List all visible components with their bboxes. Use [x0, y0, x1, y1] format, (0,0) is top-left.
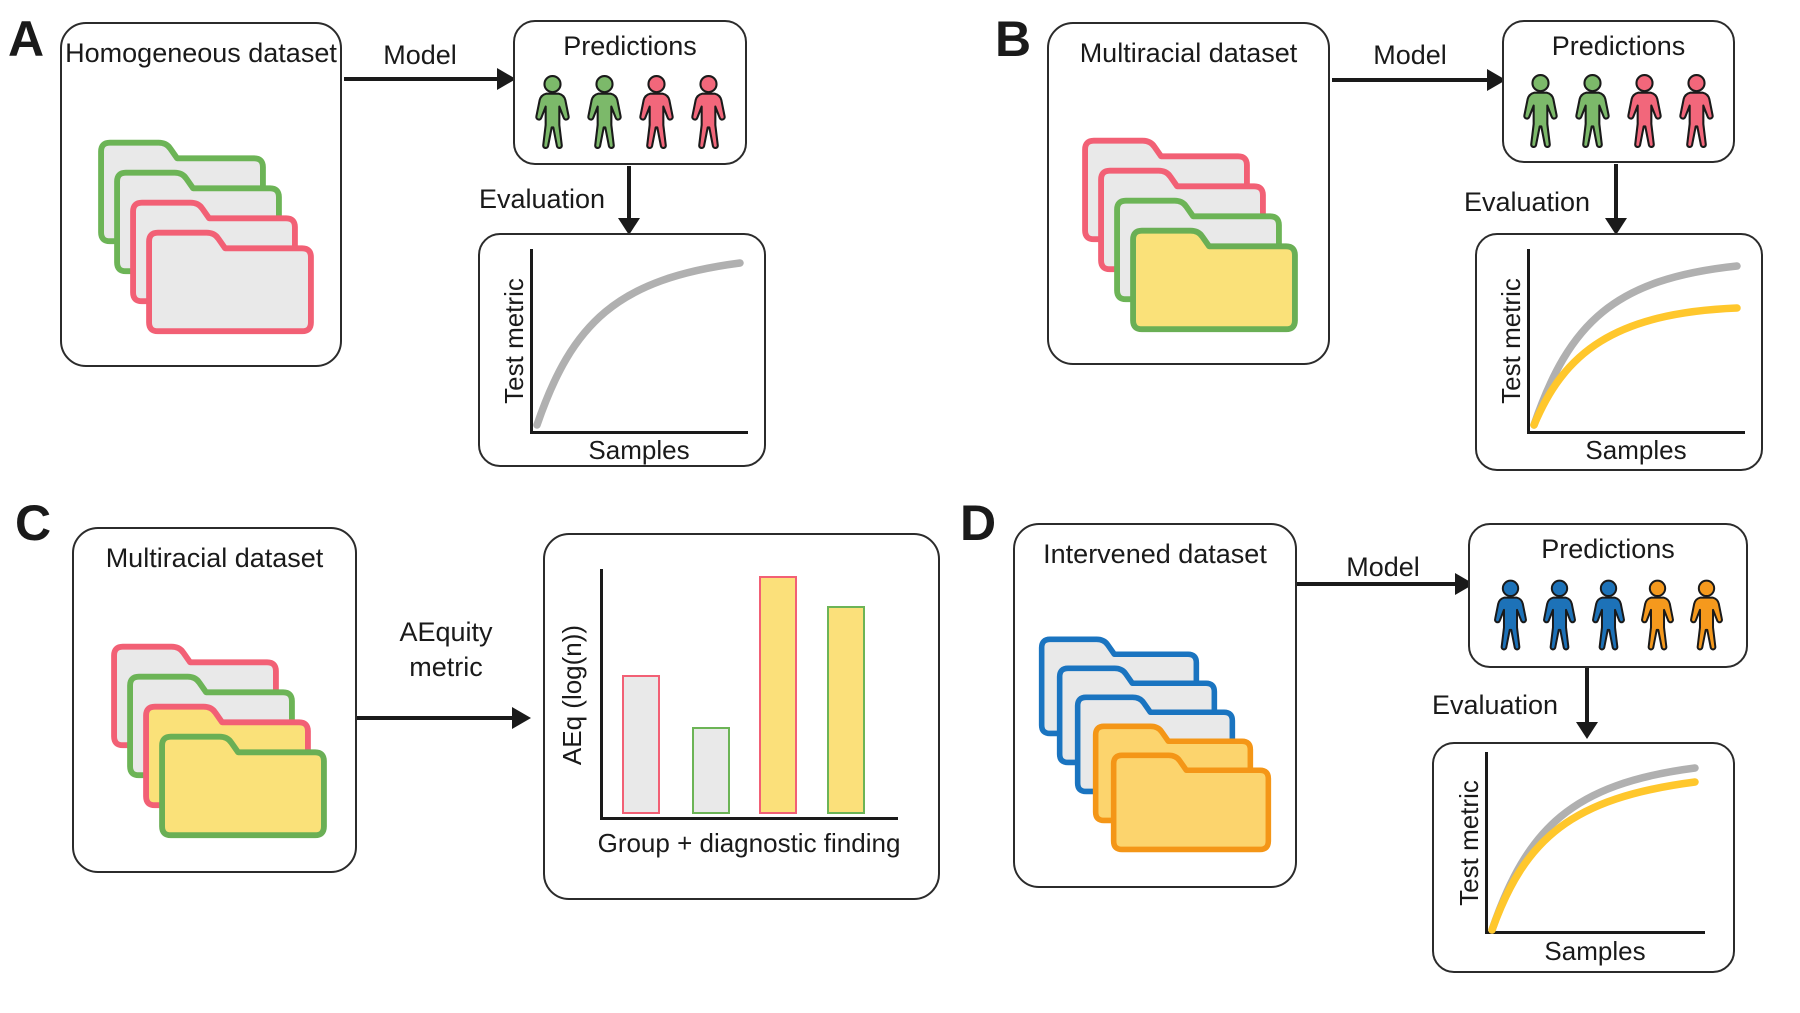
panel-c-chart-xlabel: Group + diagnostic finding: [597, 828, 901, 858]
red-person-icon: [1627, 73, 1662, 148]
panel-c-metric-label: AEquity metric: [399, 617, 493, 682]
panel-a-model-arrow: [344, 77, 497, 81]
panel-c-barchart-box: AEq (log(n)) Group + diagnostic finding: [543, 533, 940, 900]
blue-person-icon: [1591, 579, 1625, 651]
panel-a-chart-y-axis: [530, 249, 533, 434]
panel-d-dataset-title: Intervened dataset: [1043, 539, 1267, 569]
green-person-icon: [1523, 73, 1558, 148]
panel-d-learning-curves: [1488, 764, 1699, 934]
panel-d-dataset-box: Intervened dataset: [1013, 523, 1297, 888]
green-yellow-folder-icon: [159, 733, 327, 839]
panel-b-dataset-box: Multiracial dataset: [1047, 22, 1330, 365]
blue-person-icon: [1542, 579, 1576, 651]
panel-d-predictions-box: Predictions: [1468, 523, 1748, 668]
panel-a-model-arrowhead-icon: [497, 68, 516, 90]
panel-d-chart-box: Test metric Samples: [1432, 742, 1735, 973]
panel-c-metric-arrow: [357, 716, 512, 720]
green-person-icon: [586, 74, 622, 149]
green-gray-bar: [692, 727, 730, 814]
panel-b-chart-box: Test metric Samples: [1475, 233, 1763, 471]
panel-b-model-arrowhead-icon: [1487, 69, 1506, 91]
red-person-icon: [638, 74, 674, 149]
panel-d-evaluation-label: Evaluation: [1431, 690, 1559, 720]
panel-b-model-label: Model: [1373, 40, 1447, 70]
panel-b-evaluation-arrow: [1614, 164, 1618, 220]
panel-b-predictions-box: Predictions: [1502, 20, 1735, 163]
panel-b-people-row: [1504, 69, 1733, 155]
orange-folder-icon: [1110, 752, 1272, 853]
panel-b-chart-x-axis: [1527, 431, 1745, 434]
panel-a-chart-box: Test metric Samples: [478, 233, 766, 467]
panel-d-chart-xlabel: Samples: [1544, 936, 1646, 966]
orange-person-icon: [1689, 579, 1723, 651]
panel-d-label: D: [960, 495, 997, 551]
majority-learning-curve: [1488, 764, 1699, 934]
panel-b-chart-ylabel: Test metric: [1496, 278, 1526, 404]
panel-c-chart-y-axis: [600, 569, 603, 820]
panel-a-chart-xlabel: Samples: [588, 435, 690, 465]
panel-c-dataset-box: Multiracial dataset: [72, 527, 357, 873]
panel-d-evaluation-arrow: [1585, 668, 1589, 724]
panel-a-predictions-box: Predictions: [513, 20, 747, 165]
panel-c-chart-x-axis: [600, 817, 898, 820]
panel-a-people-row: [515, 70, 745, 156]
panel-c-label: C: [15, 495, 52, 551]
panel-d-chart-y-axis: [1485, 752, 1488, 934]
panel-d-predictions-title: Predictions: [1541, 534, 1675, 564]
green-yellow-bar: [827, 606, 865, 814]
panel-a-chart-ylabel: Test metric: [499, 278, 529, 404]
panel-d-people-row: [1470, 574, 1746, 658]
panel-b-predictions-title: Predictions: [1551, 31, 1686, 61]
panel-c-bars: [545, 535, 938, 898]
panel-d-model-arrow: [1297, 582, 1455, 586]
panel-c-dataset-title: Multiracial dataset: [105, 543, 324, 573]
panel-d-model-label: Model: [1346, 552, 1420, 582]
panel-d-chart-x-axis: [1485, 931, 1705, 934]
panel-a-evaluation-arrowhead-icon: [618, 218, 640, 235]
panel-d-evaluation-arrowhead-icon: [1576, 722, 1598, 739]
panel-a-learning-curves: [533, 259, 744, 429]
green-yellow-folder-icon: [1130, 227, 1298, 333]
panel-a-predictions-title: Predictions: [563, 31, 697, 61]
panel-a-label: A: [8, 11, 45, 67]
panel-c-folder-stack: [74, 529, 355, 871]
red-person-icon: [690, 74, 726, 149]
blue-person-icon: [1493, 579, 1527, 651]
panel-d-folder-stack: [1015, 525, 1295, 886]
panel-b-model-arrow: [1332, 78, 1487, 82]
panel-c-metric-arrowhead-icon: [512, 707, 531, 729]
panel-a-dataset-box: Homogeneous dataset: [60, 22, 342, 367]
panel-d-chart-ylabel: Test metric: [1454, 780, 1484, 906]
orange-person-icon: [1640, 579, 1674, 651]
panel-a-model-label: Model: [383, 40, 457, 70]
panel-b-label: B: [995, 11, 1032, 67]
panel-b-chart-y-axis: [1527, 249, 1530, 434]
panel-b-learning-curves: [1530, 262, 1741, 429]
red-folder-icon: [146, 229, 314, 335]
panel-b-folder-stack: [1049, 24, 1328, 363]
minority-learning-curve: [1488, 778, 1699, 934]
majority-learning-curve: [1530, 262, 1741, 429]
panel-b-evaluation-arrowhead-icon: [1605, 218, 1627, 235]
panel-b-evaluation-label: Evaluation: [1463, 187, 1591, 217]
panel-b-dataset-title: Multiracial dataset: [1079, 38, 1298, 68]
panel-a-folder-stack: [62, 24, 340, 365]
panel-a-evaluation-label: Evaluation: [478, 184, 606, 214]
panel-a-chart-x-axis: [530, 431, 748, 434]
panel-b-chart-xlabel: Samples: [1585, 435, 1687, 465]
green-person-icon: [1575, 73, 1610, 148]
red-person-icon: [1679, 73, 1714, 148]
green-person-icon: [534, 74, 570, 149]
red-gray-bar: [622, 675, 660, 814]
overall-learning-curve: [533, 259, 744, 429]
minority-learning-curve: [1530, 304, 1741, 429]
panel-a-evaluation-arrow: [627, 166, 631, 220]
panel-a-dataset-title: Homogeneous dataset: [65, 38, 337, 68]
red-yellow-bar: [759, 576, 797, 814]
